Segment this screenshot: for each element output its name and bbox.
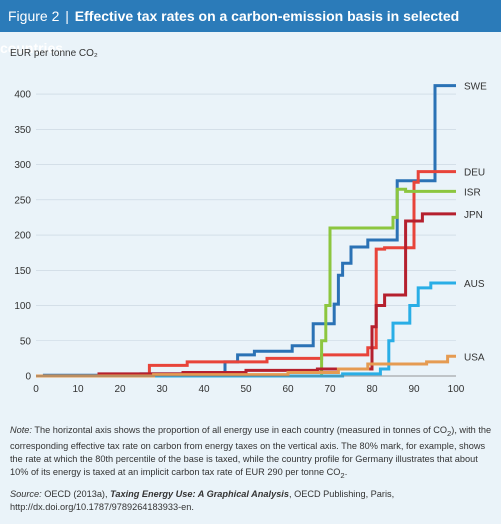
note-sub-1: 2 — [447, 428, 452, 438]
x-tick-label: 40 — [198, 384, 210, 392]
chart-axes: 0 50 100 150 200 250 300 350 400 0 10 20 30 40 50 60 70 8… — [14, 90, 464, 392]
y-tick-label: 350 — [14, 125, 31, 136]
figure-header: Figure 2 | Effective tax rates on a carb… — [0, 0, 501, 56]
series-label-isr: ISR — [464, 187, 481, 198]
y-tick-label: 50 — [20, 336, 32, 347]
note-sub-2: 2 — [340, 470, 345, 480]
y-tick-label: 100 — [14, 301, 31, 312]
x-tick-label: 70 — [324, 384, 336, 392]
series-line-isr — [36, 187, 456, 378]
series-line-jpn — [36, 212, 456, 378]
figure-title: Effective tax rates on a carbon-emission… — [0, 8, 460, 56]
x-tick-label: 60 — [282, 384, 294, 392]
note-label: Note: — [10, 425, 32, 435]
y-tick-label: 400 — [14, 90, 31, 101]
chart-series: SWE DEU ISR JPN AUS USA — [36, 82, 487, 378]
figure-label: Figure 2 — [8, 8, 60, 24]
x-tick-label: 10 — [72, 384, 84, 392]
series-label-aus: AUS — [464, 279, 485, 290]
figure-source: Source: OECD (2013a), Taxing Energy Use:… — [10, 488, 492, 514]
x-tick-label: 50 — [240, 384, 252, 392]
y-tick-label: 0 — [25, 372, 31, 383]
x-tick-label: 80 — [366, 384, 378, 392]
note-text-1: The horizontal axis shows the proportion… — [31, 425, 447, 435]
x-tick-label: 90 — [408, 384, 420, 392]
note-text-2: ), with the corresponding effective tax … — [10, 425, 492, 477]
series-label-swe: SWE — [464, 82, 487, 93]
y-tick-label: 200 — [14, 231, 31, 242]
series-line-deu — [36, 170, 456, 378]
x-tick-label: 100 — [448, 384, 465, 392]
note-text-3: . — [344, 466, 348, 477]
series-line-aus — [36, 281, 456, 378]
y-tick-label: 250 — [14, 195, 31, 206]
source-text-1: OECD (2013a), — [41, 489, 111, 499]
source-label: Source: — [10, 489, 42, 499]
figure-separator: | — [65, 8, 69, 24]
x-tick-label: 20 — [114, 384, 126, 392]
y-axis-label: EUR per tonne CO₂ — [10, 48, 98, 59]
series-label-jpn: JPN — [464, 210, 483, 221]
y-tick-label: 150 — [14, 266, 31, 277]
series-label-usa: USA — [464, 352, 485, 363]
x-tick-label: 30 — [156, 384, 168, 392]
source-title: Taxing Energy Use: A Graphical Analysis — [110, 489, 289, 499]
series-line-usa — [36, 354, 456, 378]
x-tick-label: 0 — [33, 384, 39, 392]
series-label-deu: DEU — [464, 168, 485, 179]
y-tick-label: 300 — [14, 160, 31, 171]
figure-note: Note: The horizontal axis shows the prop… — [10, 424, 492, 482]
source-text-2: , OECD Publishing, Paris, http://dx.doi.… — [10, 489, 395, 512]
